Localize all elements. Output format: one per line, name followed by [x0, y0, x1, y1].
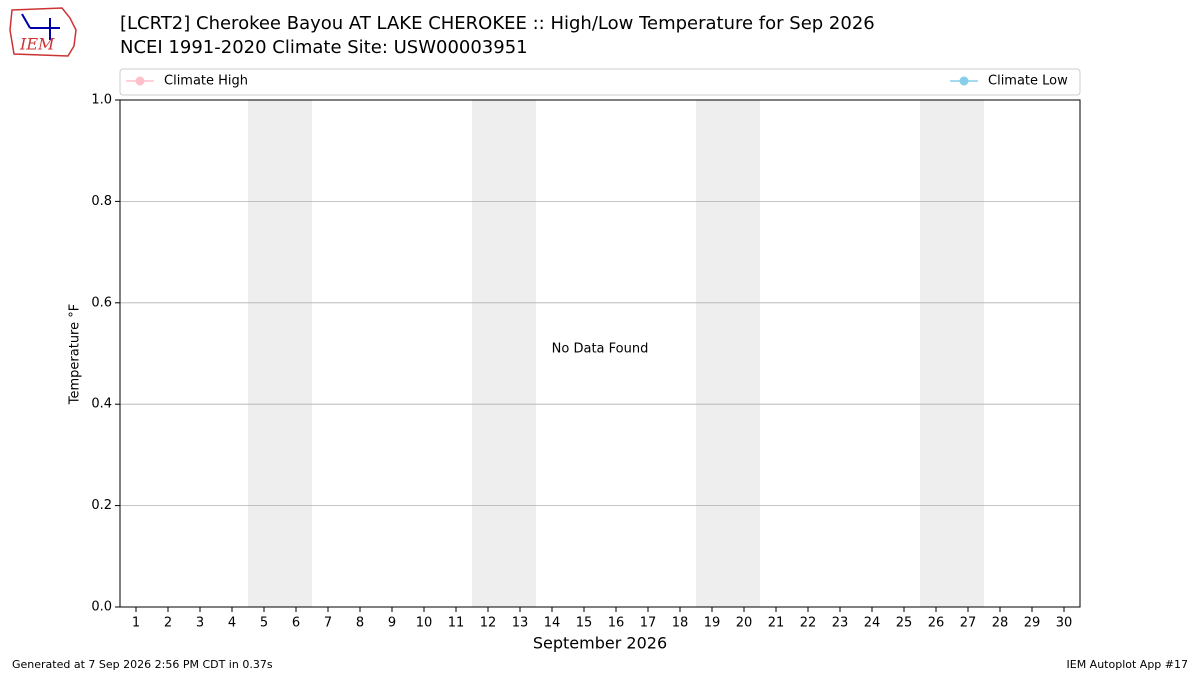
x-tick-label: 6 [292, 616, 300, 631]
logo-text: IEM [19, 35, 55, 54]
x-tick-label: 18 [672, 616, 689, 631]
weekend-shade [696, 100, 760, 607]
x-tick-label: 29 [1024, 616, 1041, 631]
chart-title: [LCRT2] Cherokee Bayou AT LAKE CHEROKEE … [120, 13, 875, 34]
x-tick-label: 10 [416, 616, 433, 631]
x-tick-label: 19 [704, 616, 721, 631]
x-tick-label: 30 [1056, 616, 1073, 631]
x-tick-label: 11 [448, 616, 465, 631]
legend-label: Climate High [164, 74, 248, 89]
x-tick-label: 7 [324, 616, 332, 631]
x-tick-label: 12 [480, 616, 497, 631]
x-tick-label: 20 [736, 616, 753, 631]
x-tick-label: 17 [640, 616, 657, 631]
y-tick-label: 0.4 [91, 397, 112, 412]
x-tick-label: 3 [196, 616, 204, 631]
y-tick-label: 0.6 [91, 295, 112, 310]
footer-right: IEM Autoplot App #17 [1067, 658, 1189, 671]
x-tick-label: 25 [896, 616, 913, 631]
x-tick-label: 23 [832, 616, 849, 631]
x-tick-label: 9 [388, 616, 396, 631]
y-tick-label: 1.0 [91, 93, 112, 108]
logo-icon [21, 13, 31, 29]
legend-marker [959, 76, 969, 86]
weekend-shade [472, 100, 536, 607]
y-axis-label: Temperature °F [68, 304, 83, 405]
x-tick-label: 15 [576, 616, 593, 631]
x-tick-label: 13 [512, 616, 529, 631]
weekend-shade [248, 100, 312, 607]
x-axis-label: September 2026 [533, 634, 667, 653]
y-tick-label: 0.0 [91, 600, 112, 615]
weekend-shade [920, 100, 984, 607]
x-tick-label: 2 [164, 616, 172, 631]
legend-box [119, 68, 1081, 96]
x-tick-label: 21 [768, 616, 785, 631]
x-tick-label: 4 [228, 616, 236, 631]
legend-marker [135, 76, 145, 86]
x-tick-label: 16 [608, 616, 625, 631]
x-tick-label: 1 [132, 616, 140, 631]
logo: IEM [9, 7, 77, 57]
x-tick-label: 24 [864, 616, 881, 631]
annotation: No Data Found [552, 342, 649, 357]
x-tick-label: 22 [800, 616, 817, 631]
chart-subtitle: NCEI 1991-2020 Climate Site: USW00003951 [120, 37, 528, 58]
y-tick-label: 0.2 [91, 498, 112, 513]
x-tick-label: 28 [992, 616, 1009, 631]
plot-frame [119, 99, 1081, 608]
legend-label: Climate Low [988, 74, 1068, 89]
footer-left: Generated at 7 Sep 2026 2:56 PM CDT in 0… [12, 658, 273, 671]
x-tick-label: 27 [960, 616, 977, 631]
x-tick-label: 8 [356, 616, 364, 631]
x-tick-label: 14 [544, 616, 561, 631]
x-tick-label: 5 [260, 616, 268, 631]
y-tick-label: 0.8 [91, 194, 112, 209]
x-tick-label: 26 [928, 616, 945, 631]
